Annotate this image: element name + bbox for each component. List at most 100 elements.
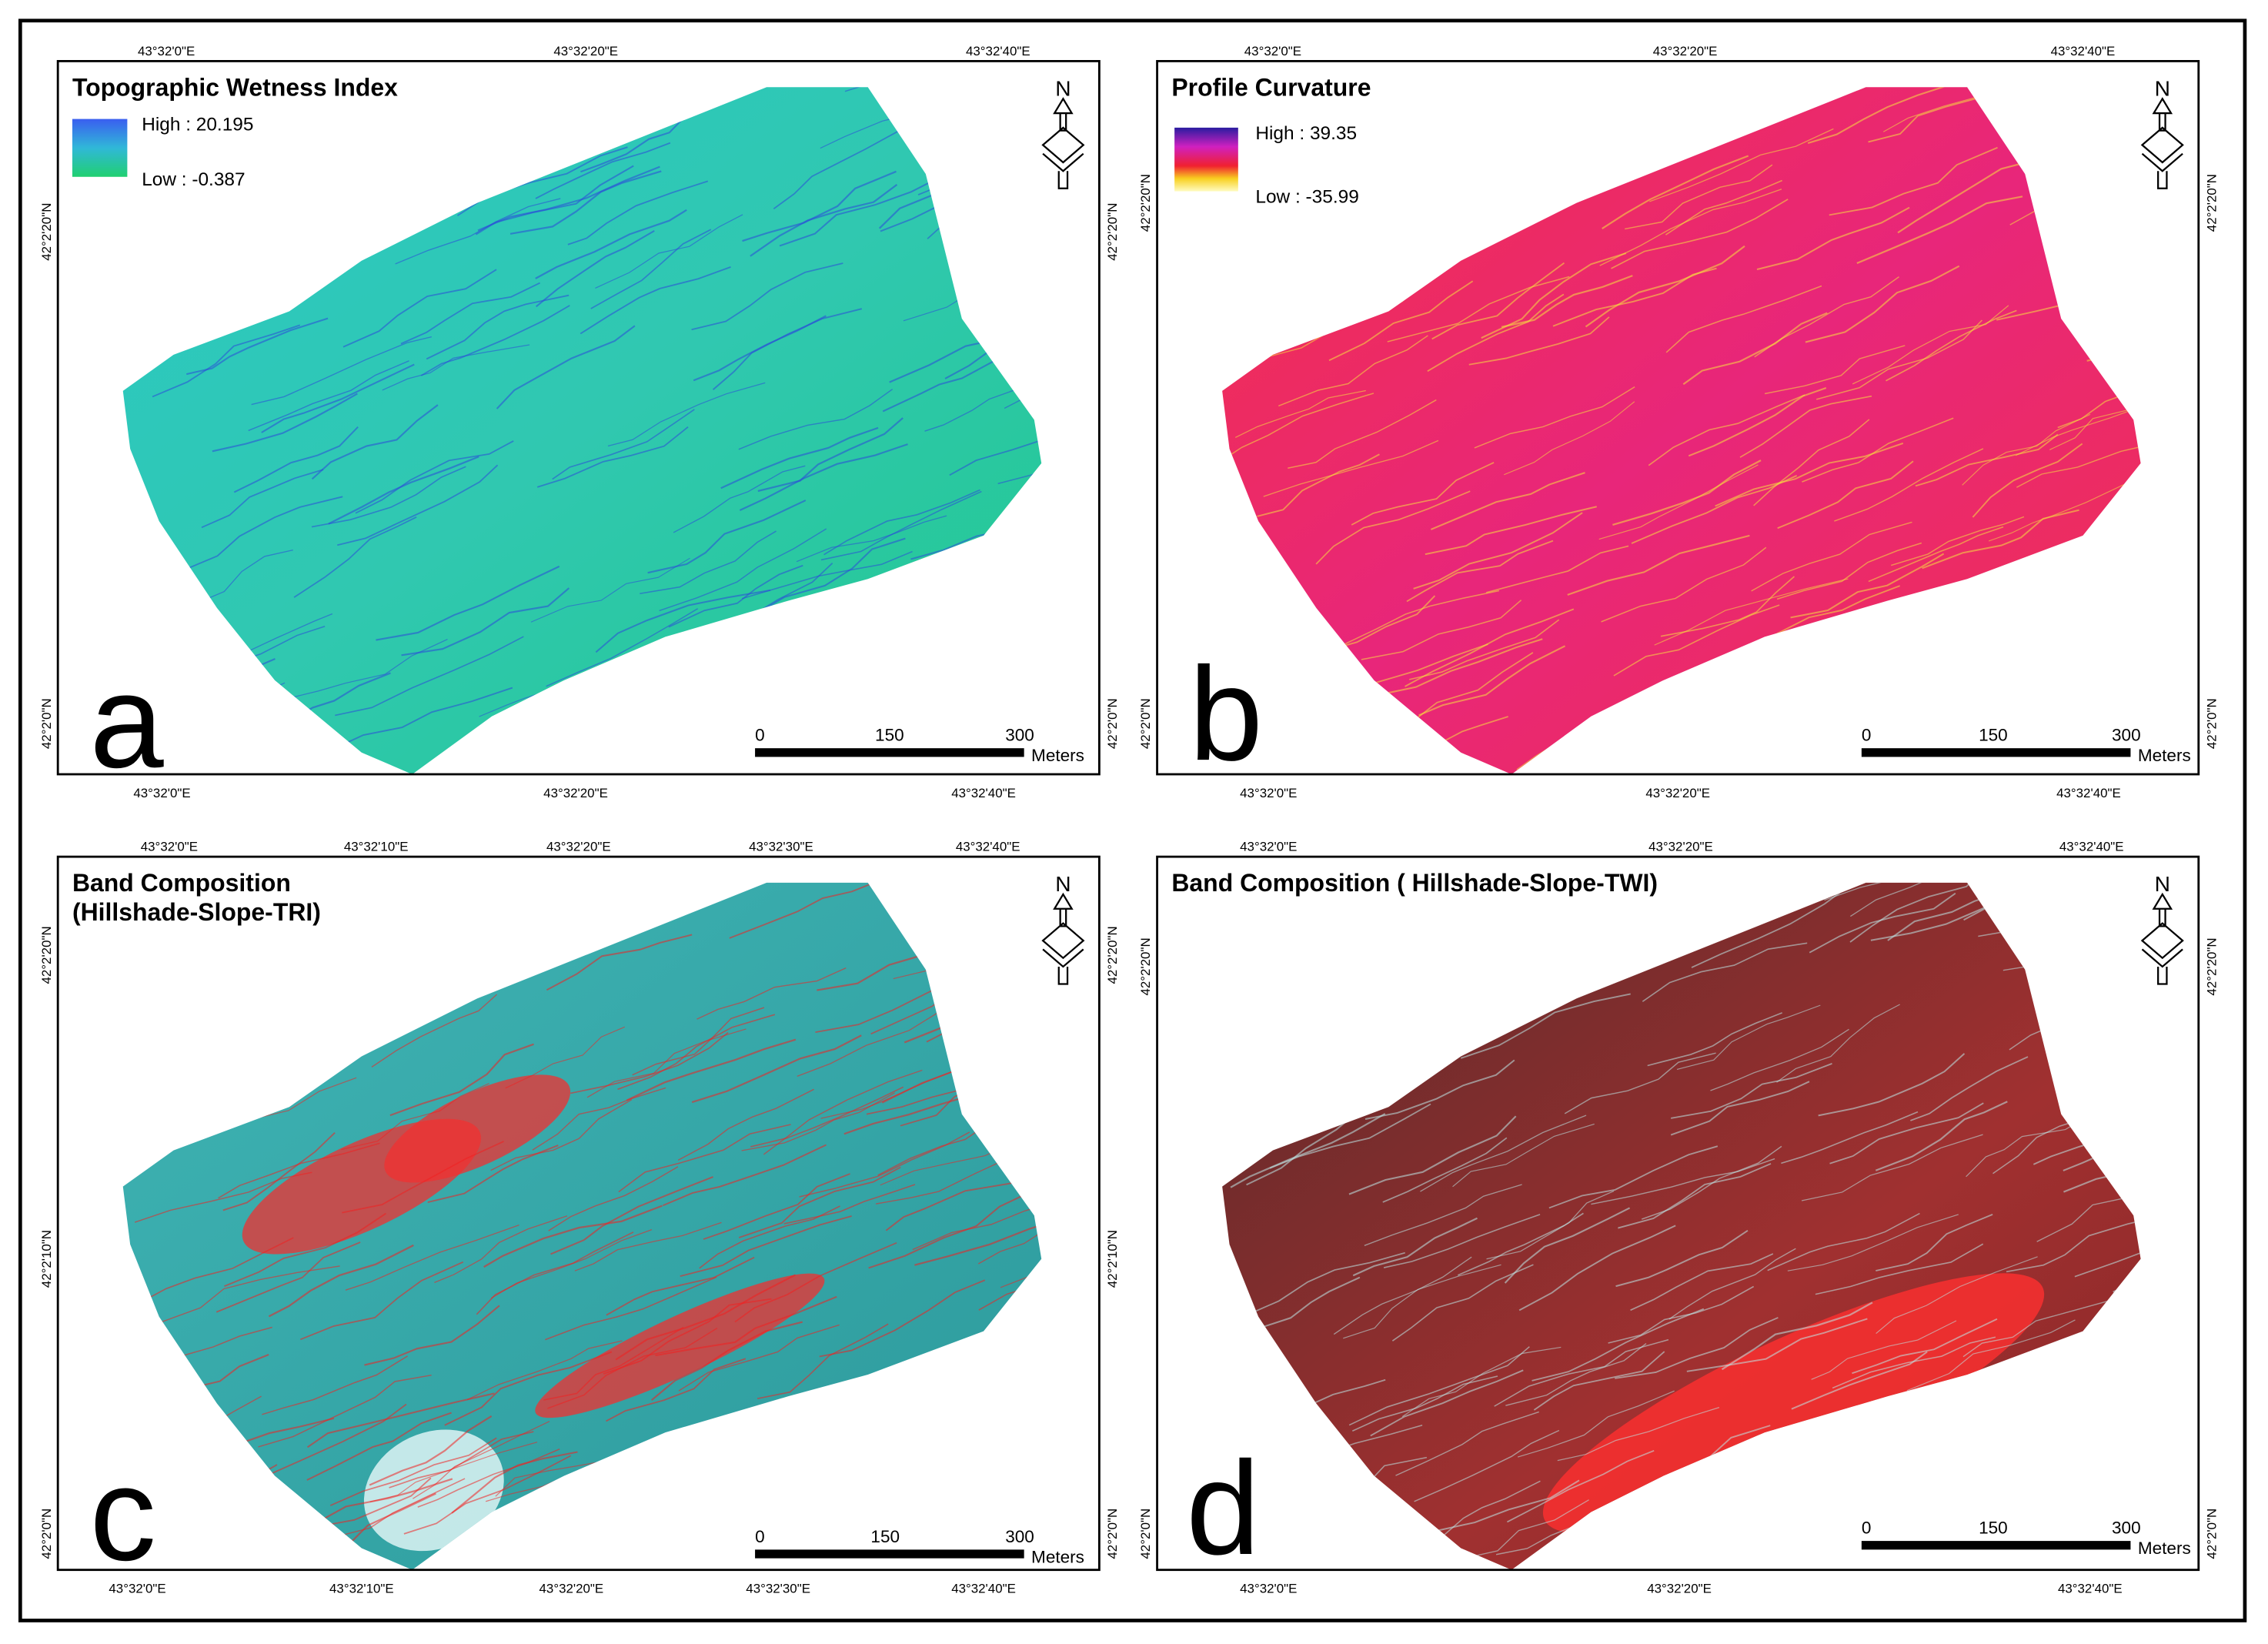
bottom-coord-label: 43°32'0"E bbox=[109, 1582, 165, 1596]
drainage-line bbox=[690, 646, 833, 696]
drainage-line bbox=[912, 1180, 1042, 1251]
left-coord-label: 42°2'0"N bbox=[1138, 1509, 1153, 1559]
drainage-line bbox=[337, 464, 499, 546]
top-coord-label: 43°32'0"E bbox=[1244, 44, 1301, 58]
scale-tick-label: 0 bbox=[755, 1527, 765, 1546]
drainage-line bbox=[335, 636, 524, 717]
panel-title: (Hillshade-Slope-TRI) bbox=[72, 898, 321, 926]
panel-title: Topographic Wetness Index bbox=[72, 74, 398, 102]
drainage-line bbox=[1922, 509, 2079, 570]
drainage-line bbox=[741, 1092, 895, 1151]
drainage-line bbox=[1383, 1214, 1541, 1268]
drainage-line bbox=[691, 1034, 862, 1104]
drainage-line bbox=[262, 1355, 409, 1415]
drainage-line bbox=[1897, 159, 2038, 234]
drainage-line bbox=[1832, 1336, 1996, 1389]
drainage-line bbox=[355, 440, 514, 514]
bottom-coord-label: 43°32'40"E bbox=[2058, 1582, 2123, 1596]
terrain bbox=[1222, 87, 2141, 774]
drainage-line bbox=[603, 1298, 772, 1375]
drainage-line bbox=[987, 552, 1042, 606]
drainage-line bbox=[1474, 386, 1635, 449]
drainage-line bbox=[1414, 1429, 1560, 1502]
drainage-line bbox=[2015, 395, 2141, 456]
drainage-line bbox=[550, 1176, 713, 1255]
drainage-line bbox=[201, 210, 329, 290]
drainage-line bbox=[490, 1229, 653, 1299]
left-coord-label: 42°2'20"N bbox=[39, 926, 54, 984]
left-coord-label: 42°2'20"N bbox=[39, 203, 54, 261]
drainage-line bbox=[935, 654, 1042, 726]
drainage-line bbox=[930, 570, 1042, 657]
drainage-line bbox=[1875, 1101, 2008, 1171]
drainage-line bbox=[1978, 1410, 2113, 1475]
drainage-line bbox=[1036, 276, 1042, 347]
drainage-line bbox=[434, 1215, 568, 1284]
drainage-line bbox=[369, 1415, 493, 1486]
drainage-line bbox=[1776, 1004, 1900, 1083]
drainage-line bbox=[233, 426, 359, 493]
drainage-line bbox=[552, 409, 695, 480]
left-coord-label: 42°2'10"N bbox=[39, 1230, 54, 1288]
drainage-line bbox=[1335, 590, 1500, 649]
drainage-line bbox=[1539, 87, 1725, 105]
drainage-line bbox=[1868, 526, 2004, 583]
drainage-line bbox=[2057, 582, 2141, 662]
drainage-line bbox=[750, 184, 898, 257]
drainage-line bbox=[242, 100, 380, 169]
drainage-line bbox=[580, 114, 688, 173]
left-coord-label: 42°2'20"N bbox=[1138, 937, 1153, 995]
drainage-line bbox=[1485, 545, 1629, 593]
scale-tick-label: 150 bbox=[1979, 1519, 2008, 1538]
drainage-line bbox=[1278, 335, 1428, 407]
bottom-coord-label: 43°32'40"E bbox=[951, 786, 1016, 800]
drainage-line bbox=[1505, 1342, 1647, 1406]
drainage-line bbox=[427, 1144, 559, 1204]
drainage-line bbox=[590, 229, 712, 309]
drainage-line bbox=[2123, 1004, 2141, 1064]
top-coord-label: 43°32'20"E bbox=[553, 44, 618, 58]
drainage-line bbox=[261, 363, 415, 433]
scale-tick-label: 150 bbox=[875, 726, 904, 745]
drainage-line bbox=[783, 1184, 916, 1225]
drainage-line bbox=[311, 466, 466, 528]
drainage-line bbox=[1601, 546, 1767, 623]
drainage-line bbox=[868, 1188, 1036, 1269]
drainage-line bbox=[1876, 1214, 1993, 1271]
drainage-line bbox=[1405, 153, 1542, 216]
drainage-line bbox=[417, 1449, 560, 1508]
right-coord-label: 42°2'20"N bbox=[2204, 174, 2219, 232]
drainage-line bbox=[1391, 1264, 1534, 1342]
left-coord-label: 42°2'0"N bbox=[39, 1509, 54, 1559]
right-coord-label: 42°2'0"N bbox=[2204, 1509, 2219, 1559]
right-coord-label: 42°2'20"N bbox=[1105, 203, 1120, 261]
drainage-line bbox=[750, 1086, 904, 1148]
drainage-line bbox=[483, 1205, 663, 1268]
drainage-line bbox=[1834, 448, 1984, 522]
drainage-line bbox=[1816, 319, 1982, 400]
drainage-line bbox=[586, 1028, 747, 1098]
drainage-line bbox=[617, 1014, 776, 1091]
drainage-line bbox=[1510, 87, 1650, 139]
drainage-line bbox=[477, 165, 660, 232]
drainage-line bbox=[757, 417, 904, 493]
drainage-line bbox=[668, 564, 803, 628]
drainage-line bbox=[258, 1374, 432, 1448]
drainage-line bbox=[1790, 553, 1945, 619]
drainage-line bbox=[426, 294, 570, 360]
panel-letter: d bbox=[1186, 1433, 1260, 1582]
right-coord-label: 42°2'0"N bbox=[1105, 698, 1120, 749]
drainage-line bbox=[1504, 1207, 1631, 1284]
drainage-line bbox=[2062, 640, 2141, 719]
drainage-line bbox=[606, 1358, 747, 1422]
drainage-line bbox=[1486, 1190, 1615, 1260]
drainage-line bbox=[1602, 155, 1749, 229]
panel-frame bbox=[56, 855, 1101, 1572]
drainage-line bbox=[1230, 1113, 1386, 1188]
drainage-line bbox=[760, 647, 914, 710]
drainage-line bbox=[2006, 1215, 2141, 1273]
drainage-line bbox=[311, 404, 439, 480]
bottom-coord-label: 43°32'20"E bbox=[1647, 1582, 1712, 1596]
drainage-line bbox=[1856, 195, 2023, 264]
drainage-line bbox=[451, 1451, 578, 1514]
